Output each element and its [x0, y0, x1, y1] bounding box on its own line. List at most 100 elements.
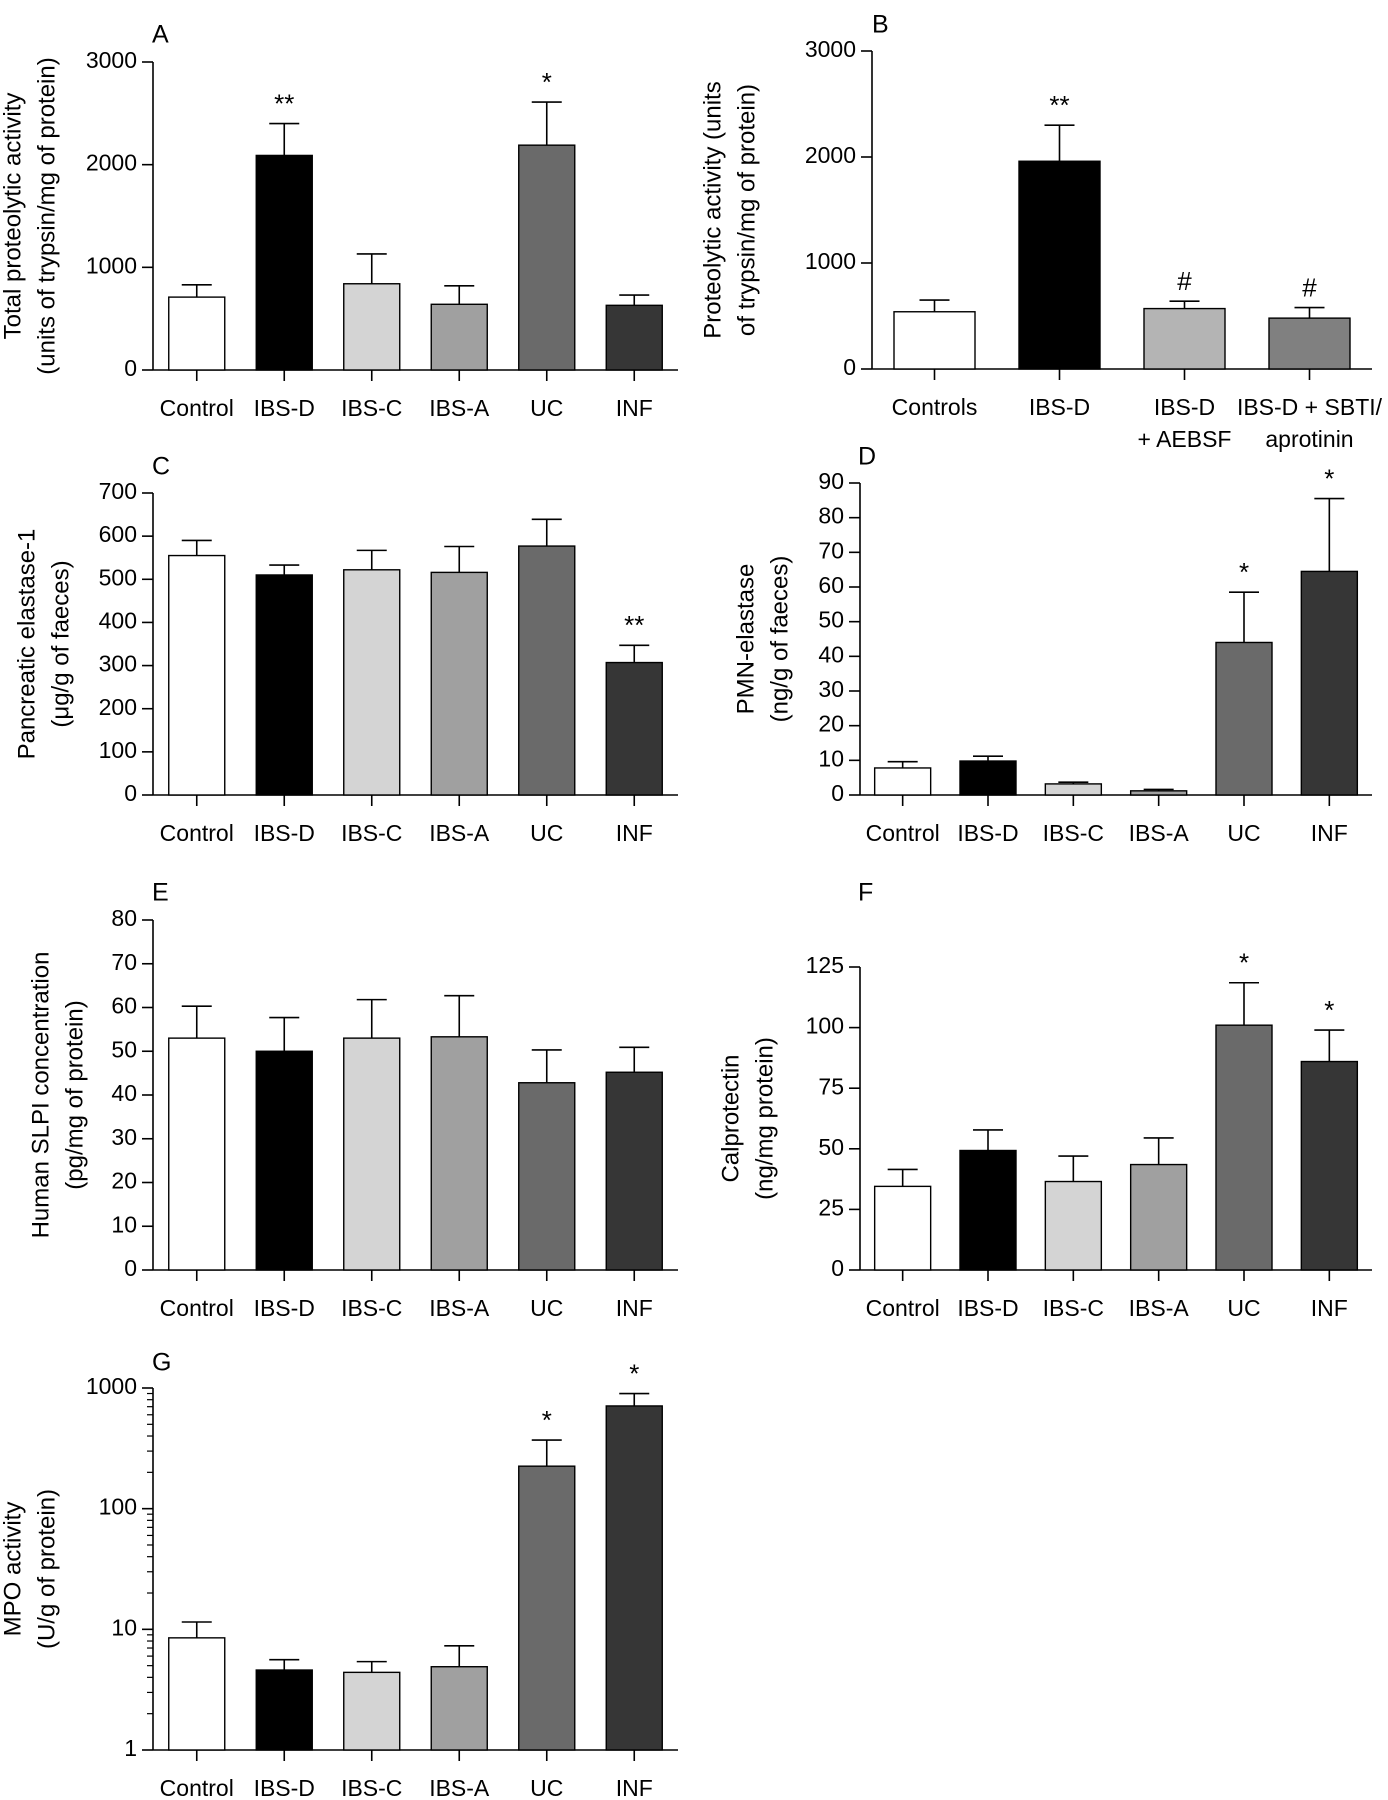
panel-letter: C [152, 453, 170, 481]
x-tick-label: IBS-C [341, 1295, 402, 1321]
panel-d: D PMN-elastase (ng/g of faeces) 0 10 20 30 40 50… [732, 443, 1372, 846]
bar [605, 304, 663, 371]
y-axis-title: PMN-elastase [732, 564, 759, 715]
y-tick-label: 80 [111, 905, 137, 931]
x-tick-label: IBS-D [254, 1295, 315, 1321]
y-tick-label: 10 [111, 1211, 137, 1237]
x-tick-label: IBS-C [341, 1775, 402, 1800]
y-tick-label: 10 [111, 1614, 137, 1640]
y-tick-label: 100 [99, 737, 137, 763]
x-tick-label: INF [1311, 820, 1348, 846]
bar [1044, 1180, 1103, 1271]
y-tick-label: 0 [831, 780, 844, 806]
y-tick-label: 80 [818, 503, 844, 529]
significance-mark: * [542, 1405, 552, 1435]
panel-letter: G [152, 1349, 171, 1377]
y-tick-label: 70 [818, 537, 844, 563]
y-tick-label: 50 [111, 1036, 137, 1062]
y-tick-label: 300 [99, 651, 137, 677]
x-tick-label: UC [530, 395, 563, 421]
y-tick-label: 100 [99, 1494, 137, 1520]
bar [1044, 783, 1103, 796]
y-axis-title: (μg/g of faeces) [47, 560, 74, 727]
x-tick-label: UC [530, 820, 563, 846]
x-tick-label: Control [160, 1775, 234, 1800]
y-tick-label: 60 [111, 993, 137, 1019]
bar [343, 1037, 401, 1271]
bar [343, 1671, 401, 1751]
y-axis-title: (U/g of protein) [33, 1489, 60, 1649]
y-axis-title: Calprotectin [717, 1054, 744, 1182]
y-axis-title: MPO activity [0, 1502, 26, 1637]
y-tick-label: 10 [818, 745, 844, 771]
y-tick-label: 125 [806, 952, 844, 978]
significance-mark: ** [1049, 90, 1069, 120]
bar [605, 1071, 663, 1271]
x-tick-label: IBS-C [1043, 820, 1104, 846]
significance-mark: # [1177, 266, 1192, 296]
y-tick-label: 20 [818, 711, 844, 737]
x-tick-label: Control [160, 820, 234, 846]
bar [959, 760, 1017, 796]
panel-b: B Proteolytic activity (units of trypsin/m… [699, 11, 1382, 452]
bar [605, 661, 663, 796]
bar [1129, 1163, 1188, 1271]
x-tick-label: IBS-D [254, 1775, 315, 1800]
bar [255, 1050, 313, 1271]
bar [343, 283, 401, 371]
panel-letter: F [858, 879, 873, 907]
y-tick-label: 3000 [805, 36, 856, 62]
y-tick-label: 40 [818, 641, 844, 667]
x-tick-label: IBS-A [429, 1775, 490, 1800]
y-axis-title: (ng/mg protein) [751, 1037, 778, 1200]
x-tick-label: aprotinin [1265, 426, 1353, 452]
y-tick-label: 75 [818, 1073, 844, 1099]
panel-f: F Calprotectin (ng/mg protein) 0 25 50 75 100 12… [717, 879, 1372, 1321]
x-tick-label: IBS-A [1129, 1295, 1190, 1321]
y-tick-label: 0 [124, 1255, 137, 1281]
panel-letter: E [152, 879, 169, 907]
bar [873, 1185, 932, 1271]
y-axis-title: Pancreatic elastase-1 [13, 529, 40, 760]
x-tick-label: IBS-D [1029, 394, 1090, 420]
significance-mark: # [1302, 272, 1317, 302]
significance-mark: * [1239, 948, 1249, 978]
y-tick-label: 600 [99, 521, 137, 547]
y-tick-label: 0 [843, 354, 856, 380]
bar [430, 1666, 488, 1751]
y-tick-label: 50 [818, 607, 844, 633]
x-tick-label: IBS-C [1043, 1295, 1104, 1321]
y-axis-title: Total proteolytic activity [0, 93, 26, 340]
y-tick-label: 50 [818, 1134, 844, 1160]
y-tick-label: 0 [831, 1255, 844, 1281]
x-tick-label: INF [616, 395, 653, 421]
bar [255, 574, 313, 796]
y-tick-label: 1000 [86, 252, 137, 278]
y-tick-label: 100 [806, 1013, 844, 1039]
x-tick-label: UC [1227, 820, 1260, 846]
bar [518, 1465, 576, 1751]
bar [959, 1149, 1017, 1271]
x-tick-label: INF [616, 820, 653, 846]
bar [518, 1082, 576, 1271]
bar [430, 571, 488, 796]
significance-mark: ** [624, 610, 644, 640]
y-tick-label: 1 [124, 1735, 137, 1761]
y-axis-title: (pg/mg of protein) [61, 1000, 88, 1189]
y-tick-label: 40 [111, 1080, 137, 1106]
y-tick-label: 60 [818, 572, 844, 598]
x-tick-label: UC [530, 1295, 563, 1321]
bar [255, 154, 313, 371]
x-tick-label: UC [1227, 1295, 1260, 1321]
y-tick-label: 2000 [86, 150, 137, 176]
x-tick-label: INF [1311, 1295, 1348, 1321]
y-tick-label: 25 [818, 1194, 844, 1220]
x-tick-label: + AEBSF [1138, 426, 1232, 452]
bar [168, 1637, 226, 1751]
x-tick-label: UC [530, 1775, 563, 1800]
bar [168, 1037, 226, 1271]
bar [518, 144, 576, 371]
x-tick-label: IBS-A [429, 395, 490, 421]
x-tick-label: IBS-D [957, 820, 1018, 846]
panel-e: E Human SLPI concentration (pg/mg of prote… [27, 879, 678, 1321]
